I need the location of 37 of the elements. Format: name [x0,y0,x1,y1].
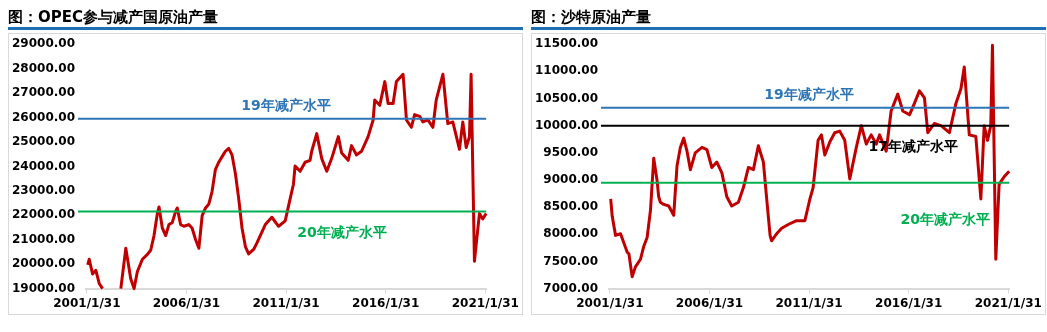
y-tick-label: 11000.00 [534,63,599,78]
x-tick-label: 2021/1/31 [451,295,519,310]
y-tick-label: 7500.00 [543,253,599,268]
x-tick-label: 2006/1/31 [675,295,744,310]
x-tick-label: 2016/1/31 [875,295,943,310]
x-tick-label: 2011/1/31 [775,295,843,310]
y-tick-label: 24000.00 [11,158,76,173]
x-tick-label: 2006/1/31 [152,295,221,310]
ref-line-label: 19年减产水平 [241,97,331,114]
x-tick-label: 2011/1/31 [252,295,320,310]
y-tick-label: 19000.00 [11,280,76,295]
y-tick-label: 7000.00 [543,280,599,295]
y-tick-label: 8000.00 [543,226,599,241]
y-tick-label: 20000.00 [11,256,76,271]
ref-line-label: 20年减产水平 [297,224,387,241]
y-tick-label: 10000.00 [534,117,599,132]
y-tick-label: 28000.00 [11,60,76,75]
x-tick-label: 2021/1/31 [974,295,1042,310]
y-tick-label: 29000.00 [11,36,76,51]
y-tick-label: 25000.00 [11,134,76,149]
y-tick-label: 21000.00 [11,231,76,246]
y-tick-label: 9500.00 [543,144,599,159]
x-tick-label: 2016/1/31 [352,295,420,310]
y-tick-label: 8500.00 [543,199,599,214]
ref-line-label: 20年减产水平 [900,211,990,228]
y-tick-label: 11500.00 [534,36,599,51]
y-tick-label: 27000.00 [11,85,76,100]
y-tick-label: 23000.00 [11,182,76,197]
y-tick-label: 10500.00 [534,90,599,105]
y-tick-label: 22000.00 [11,207,76,222]
chart-title: 图：OPEC参与减产国原油产量 [8,8,523,30]
chart-title: 图：沙特原油产量 [531,8,1046,30]
x-tick-label: 2001/1/31 [53,295,121,310]
y-tick-label: 26000.00 [11,109,76,124]
y-tick-label: 9000.00 [543,172,599,187]
x-tick-label: 2001/1/31 [576,295,644,310]
ref-line-label: 19年减产水平 [764,86,854,103]
